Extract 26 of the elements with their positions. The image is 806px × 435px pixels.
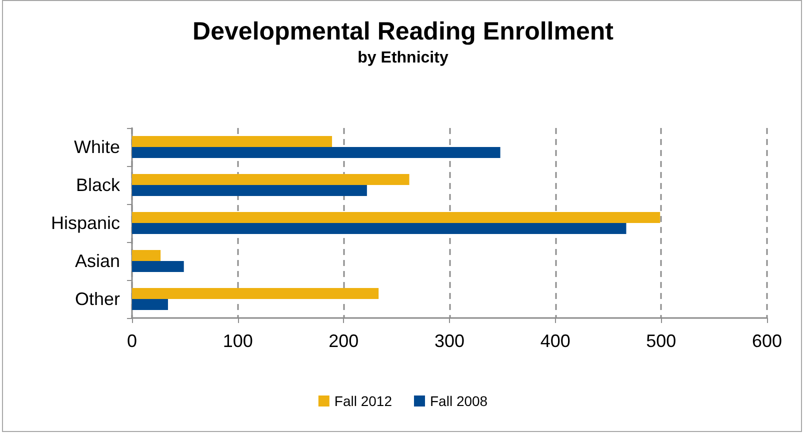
bar	[132, 261, 184, 272]
chart-subtitle: by Ethnicity	[358, 50, 448, 66]
x-tick-label: 200	[328, 331, 359, 351]
y-tick-label: Asian	[74, 251, 120, 271]
x-tick-label: 500	[646, 331, 676, 351]
bar	[132, 223, 626, 234]
bar	[132, 147, 500, 158]
y-tick-label: White	[74, 137, 120, 157]
bar	[132, 299, 168, 310]
bar	[132, 288, 379, 299]
x-tick-label: 400	[540, 331, 570, 351]
legend-label: Fall 2012	[334, 393, 392, 409]
legend-label: Fall 2008	[430, 393, 488, 409]
chart-title: Developmental Reading Enrollment	[192, 18, 614, 46]
bar	[132, 174, 410, 185]
x-tick-label: 100	[222, 331, 253, 351]
bar	[132, 212, 660, 223]
bar	[132, 136, 332, 147]
y-tick-label: Black	[76, 175, 121, 195]
x-tick-label: 600	[752, 331, 782, 351]
y-tick-label: Hispanic	[50, 213, 120, 233]
y-tick-label: Other	[74, 289, 120, 309]
x-tick-label: 0	[126, 331, 138, 351]
x-tick-label: 300	[434, 331, 465, 351]
bar	[132, 185, 367, 196]
bar	[132, 250, 161, 261]
